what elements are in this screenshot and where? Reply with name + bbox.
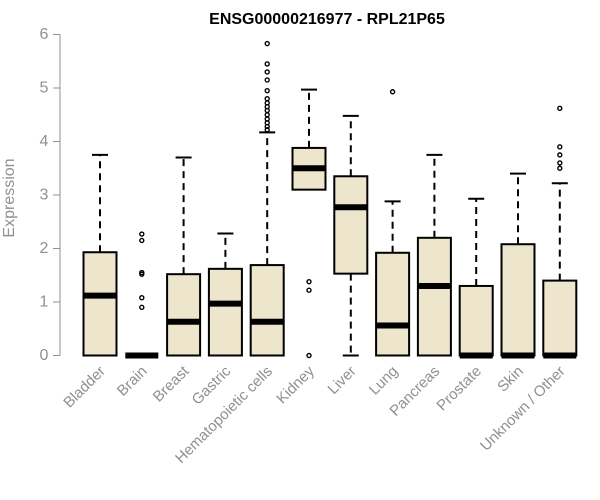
box-bladder bbox=[82, 153, 118, 357]
x-tick-label: Brain bbox=[114, 363, 151, 400]
box-prostate bbox=[458, 197, 494, 359]
box-body bbox=[207, 267, 243, 357]
y-tick-label: 4 bbox=[40, 133, 49, 150]
x-tick-label: Skin bbox=[494, 363, 527, 396]
box-brain bbox=[125, 231, 159, 359]
box-body bbox=[542, 279, 578, 357]
outlier-point bbox=[306, 352, 312, 359]
outlier-point bbox=[264, 100, 270, 106]
box-body bbox=[375, 251, 411, 357]
outlier-point bbox=[389, 89, 396, 95]
box-body bbox=[249, 264, 285, 357]
box-hematopoietic-cells bbox=[249, 40, 285, 357]
y-tick-label: 3 bbox=[40, 187, 49, 204]
y-tick-label: 1 bbox=[40, 294, 49, 311]
outlier-point bbox=[139, 304, 145, 311]
box-body bbox=[82, 251, 118, 357]
x-tick-label: Bladder bbox=[60, 363, 109, 412]
outlier-point bbox=[139, 295, 145, 301]
outlier-point bbox=[264, 127, 270, 133]
x-tick-label: Liver bbox=[325, 363, 360, 398]
outlier-point bbox=[139, 237, 145, 244]
y-axis-label: Expression bbox=[1, 158, 18, 237]
chart-title: ENSG00000216977 - RPL21P65 bbox=[209, 11, 445, 28]
box-kidney bbox=[291, 88, 327, 359]
outlier-point bbox=[264, 87, 270, 94]
box-unknown-other bbox=[542, 105, 578, 359]
outlier-point bbox=[264, 61, 270, 67]
y-axis: 0 1 2 3 4 5 6 bbox=[40, 26, 61, 364]
outlier-point bbox=[264, 69, 270, 75]
outlier-point bbox=[264, 40, 270, 47]
outlier-point bbox=[139, 231, 145, 237]
outlier-point bbox=[264, 77, 270, 83]
box-body bbox=[333, 175, 369, 275]
box-liver bbox=[333, 114, 369, 357]
box-series bbox=[82, 40, 578, 359]
x-tick-label: Breast bbox=[150, 362, 193, 405]
y-tick-label: 2 bbox=[40, 240, 49, 257]
outlier-point bbox=[264, 116, 270, 122]
box-pancreas bbox=[416, 153, 452, 357]
box-breast bbox=[166, 156, 202, 357]
outlier-point bbox=[557, 152, 563, 158]
outlier-point bbox=[306, 287, 312, 293]
outlier-point bbox=[557, 165, 563, 171]
outlier-point bbox=[557, 160, 563, 166]
box-skin bbox=[500, 172, 536, 359]
x-tick-label: Lung bbox=[366, 363, 402, 399]
outlier-point bbox=[139, 269, 145, 276]
outlier-point bbox=[306, 278, 312, 285]
outlier-point bbox=[264, 112, 270, 118]
y-tick-label: 0 bbox=[40, 347, 49, 364]
box-lung bbox=[375, 89, 411, 357]
box-body bbox=[416, 236, 452, 357]
box-body bbox=[458, 284, 494, 357]
box-body bbox=[166, 273, 202, 357]
box-body bbox=[500, 243, 536, 357]
box-gastric bbox=[207, 232, 243, 357]
y-tick-label: 6 bbox=[40, 26, 49, 43]
y-tick-label: 5 bbox=[40, 80, 49, 97]
outlier-point bbox=[557, 144, 563, 150]
outlier-point bbox=[557, 105, 563, 112]
x-tick-label: Prostate bbox=[433, 363, 485, 415]
outlier-point bbox=[264, 95, 270, 102]
x-tick-label: Kidney bbox=[273, 362, 318, 407]
